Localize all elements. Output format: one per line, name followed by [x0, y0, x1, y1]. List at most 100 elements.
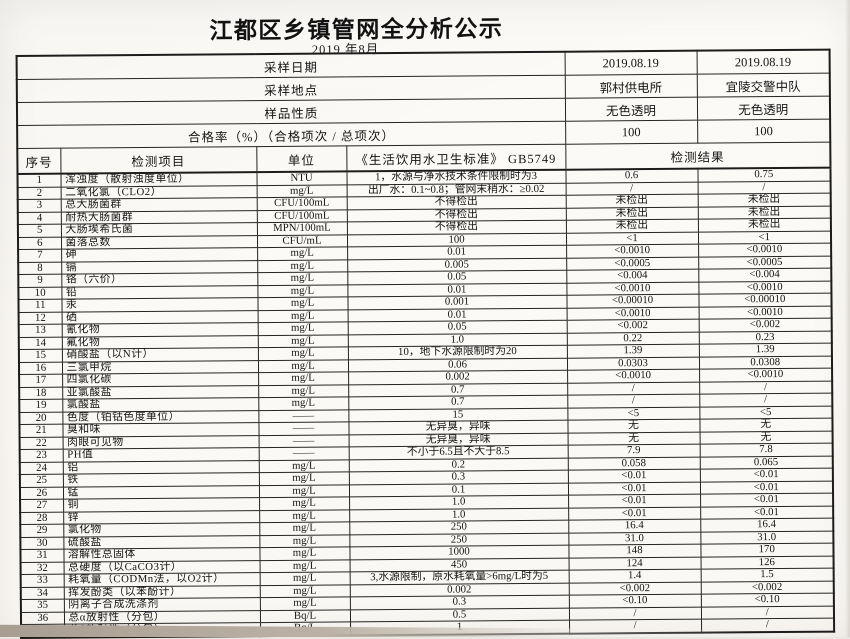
col-header-no: 序号	[17, 148, 61, 175]
cell-result-site1: <0.0010	[567, 369, 700, 383]
cell-row-number: 13	[18, 324, 62, 338]
cell-row-number: 35	[20, 599, 64, 612]
cell-result-site2: 无	[699, 430, 833, 445]
cell-result-site1: 无	[567, 419, 700, 433]
cell-row-number: 26	[19, 486, 64, 500]
cell-unit: mg/L	[259, 521, 350, 536]
cell-row-number: 7	[18, 249, 62, 263]
cell-result-site1: 0.058	[567, 456, 700, 471]
cell-row-number: 6	[17, 236, 62, 250]
cell-unit: mg/L	[258, 459, 349, 473]
cell-unit: NTU	[256, 171, 347, 186]
cell-result-site1: 0.6	[565, 168, 698, 183]
cell-result-site2: 0.065	[699, 455, 833, 470]
cell-unit: mg/L	[257, 309, 348, 323]
cell-unit: mg/L	[258, 484, 350, 498]
cell-standard-limit: 1，水源与净水技术条件限制时为3	[346, 169, 566, 185]
cell-unit: mg/L	[259, 559, 350, 573]
cell-result-site2: 未检出	[697, 218, 831, 232]
cell-unit: MPN/100mL	[256, 221, 347, 236]
cell-result-site1: <0.01	[567, 481, 701, 496]
cell-result-site2: /	[700, 605, 835, 620]
cell-result-site2: 1.5	[700, 568, 834, 582]
cell-result-site1: <0.0010	[566, 244, 699, 258]
cell-result-site2: <0.01	[700, 505, 834, 520]
cell-result-site1: <0.01	[567, 469, 700, 483]
col-header-result: 检测结果	[565, 142, 831, 170]
cell-row-number: 2	[17, 186, 61, 200]
col-header-unit: 单位	[256, 145, 347, 173]
cell-result-site1: <0.002	[568, 581, 701, 596]
cell-row-number: 8	[18, 261, 62, 275]
cell-result-site2: <5	[699, 405, 833, 420]
cell-result-site1: /	[565, 181, 698, 196]
cell-standard-limit: 出厂水：0.1~0.8；管网末稍水：≥0.02	[346, 182, 566, 197]
cell-unit: mg/L	[259, 546, 350, 561]
cell-row-number: 33	[20, 574, 64, 587]
cell-row-number: 9	[18, 274, 62, 288]
cell-row-number: 36	[20, 611, 65, 625]
cell-unit: mg/L	[257, 259, 348, 273]
cell-result-site2: 无	[699, 418, 833, 432]
cell-unit: ——	[258, 409, 349, 423]
cell-result-site2: <0.004	[698, 268, 832, 282]
cell-row-number: 16	[18, 361, 63, 375]
cell-result-site2: 31.0	[700, 530, 834, 545]
cell-unit: mg/L	[258, 371, 349, 386]
cell-result-site1: 0.0303	[566, 356, 700, 371]
cell-unit: mg/L	[258, 396, 349, 411]
cell-result-site1: <0.0010	[566, 281, 699, 296]
cell-unit: mg/L	[257, 359, 349, 373]
sample-info-section: 采样日期 2019.08.19 2019.08.19 采样地点 郭村供电所 宜陵…	[16, 49, 831, 149]
cell-result-site1: 未检出	[565, 219, 698, 233]
cell-unit: mg/L	[257, 346, 348, 361]
cell-unit: CFU/100mL	[256, 209, 347, 223]
info-value-site2: 宜陵交警中队	[696, 73, 830, 98]
cell-result-site2: <0.10	[700, 593, 834, 607]
cell-row-number: 11	[18, 299, 62, 313]
cell-row-number: 3	[17, 199, 61, 213]
cell-row-number: 34	[20, 586, 64, 600]
info-value-site1: 100	[565, 120, 698, 145]
water-quality-table: 采样日期 2019.08.19 2019.08.19 采样地点 郭村供电所 宜陵…	[15, 48, 836, 639]
cell-result-site1: <0.002	[566, 319, 699, 333]
cell-row-number: 27	[20, 499, 64, 512]
cell-unit: mg/L	[259, 584, 350, 598]
cell-result-site1: <0.004	[566, 269, 699, 283]
cell-result-site2: <0.0005	[698, 255, 832, 270]
cell-result-site2: 1.39	[698, 343, 832, 357]
cell-result-site1: <0.10	[568, 594, 701, 608]
info-value-site1: 郭村供电所	[564, 74, 697, 99]
cell-unit: mg/L	[259, 496, 350, 511]
cell-unit: mg/L	[257, 321, 348, 336]
cell-result-site1: <0.0005	[566, 256, 699, 271]
cell-row-number: 32	[20, 561, 64, 575]
cell-result-site1: 1.39	[566, 344, 699, 358]
cell-result-site2: <0.0010	[698, 280, 832, 295]
results-section: 1 浑浊度（散射浊度单位） NTU 1，水源与净水技术条件限制时为3 0.6 0…	[17, 167, 835, 638]
cell-result-site2: <0.002	[698, 318, 832, 332]
cell-result-site2: /	[699, 380, 833, 395]
cell-row-number: 17	[19, 374, 63, 387]
cell-row-number: 1	[17, 173, 61, 188]
cell-result-site1: 未检出	[565, 194, 698, 208]
cell-result-site1: 148	[568, 544, 701, 558]
cell-result-site2: 126	[700, 555, 834, 570]
cell-row-number: 14	[18, 336, 62, 350]
cell-result-site2: <0.0010	[699, 368, 833, 382]
cell-result-site1: /	[568, 606, 702, 621]
cell-result-site2: 16.4	[700, 518, 834, 532]
cell-unit: mg/L	[256, 184, 347, 198]
cell-result-site2: /	[697, 180, 831, 195]
cell-row-number: 21	[19, 424, 63, 437]
cell-result-site2: <0.01	[699, 468, 833, 482]
cell-row-number: 20	[19, 411, 63, 425]
cell-result-site2: 0.0308	[698, 355, 833, 370]
info-value-site2: 2019.08.19	[696, 49, 830, 75]
cell-row-number: 5	[17, 224, 61, 238]
cell-row-number: 19	[19, 399, 63, 412]
cell-result-site1: 未检出	[565, 206, 698, 221]
cell-result-site1: 16.4	[568, 519, 701, 533]
cell-row-number: 28	[20, 511, 64, 525]
